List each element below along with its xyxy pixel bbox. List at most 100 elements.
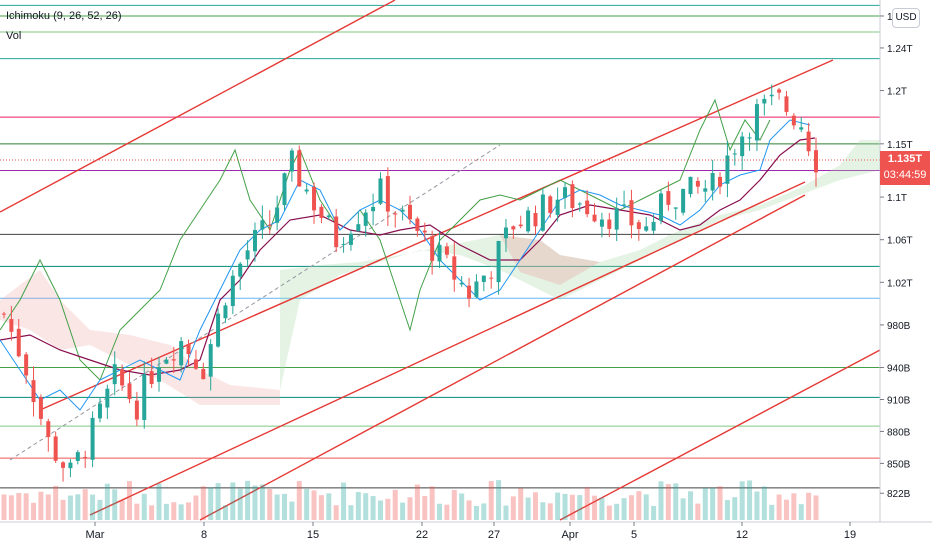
- candle-body: [341, 243, 346, 245]
- time-tick-label: 5: [631, 529, 637, 541]
- candle-body: [415, 218, 420, 231]
- candle-body: [61, 462, 66, 468]
- volume-bar: [724, 500, 730, 520]
- volume-bar: [104, 483, 110, 520]
- candle-body: [518, 224, 523, 227]
- candle-body: [326, 215, 331, 218]
- volume-bar: [488, 481, 494, 520]
- candle-body: [297, 150, 302, 187]
- candle-body: [319, 206, 324, 218]
- price-tick-label: 822B: [887, 489, 911, 500]
- candle-body: [644, 226, 649, 231]
- candle-body: [393, 213, 398, 215]
- volume-bar: [540, 502, 546, 520]
- volume-bar: [370, 496, 376, 520]
- time-tick-label: 15: [307, 529, 319, 541]
- volume-bar: [363, 493, 369, 520]
- volume-bar: [23, 493, 29, 520]
- price-tick-label: 1.06T: [887, 236, 913, 247]
- candle-body: [762, 98, 767, 104]
- candle-body: [474, 281, 479, 297]
- candle-body: [437, 244, 442, 262]
- volume-bar: [311, 490, 317, 520]
- candle-body: [784, 96, 789, 112]
- volume-bar: [680, 498, 686, 520]
- time-tick-label: 22: [416, 529, 428, 541]
- volume-bar: [222, 505, 228, 520]
- volume-bar: [8, 495, 14, 520]
- candle-body: [371, 206, 376, 212]
- candle-body: [496, 240, 501, 283]
- candle-body: [769, 94, 774, 97]
- candle-body: [334, 216, 339, 248]
- candle-body: [614, 208, 619, 230]
- candle-body: [489, 277, 494, 279]
- currency-button[interactable]: USD: [892, 8, 920, 28]
- time-tick-label: 27: [488, 529, 500, 541]
- volume-bar: [518, 488, 524, 520]
- candle-body: [282, 173, 287, 206]
- volume-bar: [156, 483, 162, 520]
- volume-bar: [318, 495, 324, 520]
- volume-bar: [407, 497, 413, 520]
- volume-bar: [695, 503, 701, 520]
- volume-bar: [444, 504, 450, 520]
- candle-body: [703, 188, 708, 192]
- candle-body: [223, 305, 228, 319]
- candle-body: [592, 214, 597, 222]
- candlestick-series: [2, 84, 818, 482]
- price-tick-label: 1.1T: [887, 193, 907, 204]
- volume-bar: [326, 493, 332, 520]
- trend-line-channel-top: [39, 59, 834, 411]
- candle-body: [275, 207, 280, 223]
- time-axis[interactable]: Mar 8 15 22 27 Apr 5 12 19: [86, 522, 857, 541]
- candle-body: [105, 388, 110, 408]
- volume-bar: [798, 504, 804, 520]
- volume-bar: [67, 495, 73, 520]
- candle-body: [252, 229, 257, 252]
- candle-body: [430, 236, 435, 261]
- candle-body: [673, 207, 678, 209]
- volume-bar: [525, 497, 531, 520]
- candle-body: [408, 204, 412, 220]
- volume-bar: [60, 499, 66, 520]
- candle-body: [629, 200, 634, 226]
- volume-legend[interactable]: Vol: [6, 30, 22, 42]
- volume-bar: [45, 494, 51, 520]
- candle-body: [193, 359, 198, 369]
- volume-bar: [776, 494, 782, 520]
- candle-body: [718, 176, 723, 187]
- volume-bar: [82, 489, 88, 520]
- volume-bar: [562, 493, 568, 520]
- volume-bar: [149, 505, 155, 520]
- price-tick-label: 880B: [887, 427, 911, 438]
- candle-body: [806, 131, 811, 152]
- volume-bar: [496, 480, 502, 520]
- volume-bar: [348, 505, 354, 520]
- horizontal-levels: [0, 4, 880, 489]
- volume-bar: [97, 499, 103, 520]
- volume-bar: [414, 484, 420, 520]
- trend-line-bottom: [559, 349, 881, 521]
- candle-body: [710, 173, 715, 191]
- trend-line-channel-mid: [89, 181, 806, 516]
- volume-bar: [783, 499, 789, 520]
- volume-bar: [126, 481, 132, 520]
- candle-body: [467, 285, 472, 299]
- volume-bar: [141, 493, 147, 520]
- volume-bar: [673, 483, 679, 520]
- time-tick-label: 12: [736, 529, 748, 541]
- volume-bar: [688, 491, 694, 520]
- candle-body: [363, 212, 368, 226]
- candle-body: [164, 359, 169, 364]
- candle-body: [511, 226, 516, 230]
- candle-body: [459, 282, 464, 285]
- candle-body: [127, 383, 132, 400]
- volume-bar: [614, 503, 620, 520]
- volume-bar: [577, 495, 583, 520]
- volume-bar: [245, 480, 251, 520]
- candle-body: [230, 275, 235, 307]
- ichimoku-legend[interactable]: Ichimoku (9, 26, 52, 26): [6, 10, 122, 22]
